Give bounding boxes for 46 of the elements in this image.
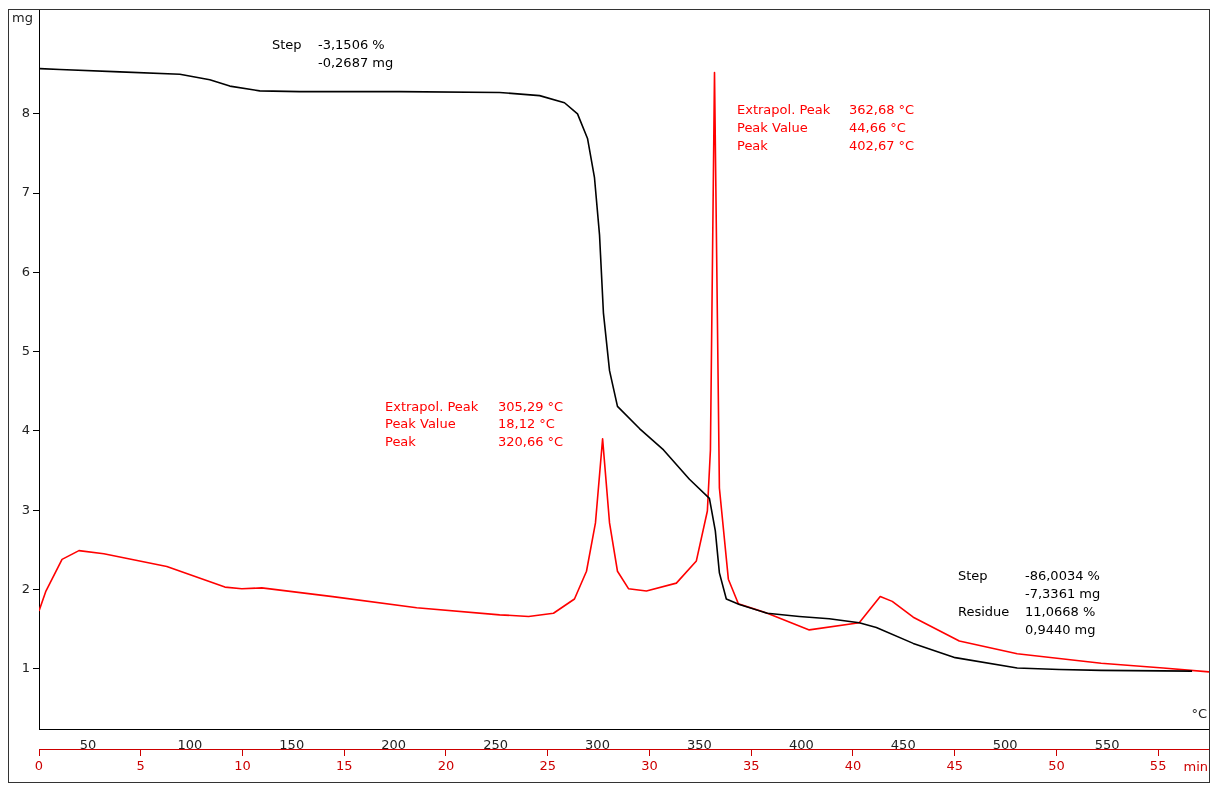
text: Extrapol. Peak 305,29 °C <box>385 399 564 415</box>
x2-axis-title: min <box>1183 759 1208 775</box>
x-tick-label: 450 <box>890 737 916 753</box>
y-axis-title: mg <box>12 10 33 26</box>
x2-tick-label: 5 <box>136 758 145 774</box>
x-tick-label: 200 <box>381 737 407 753</box>
x-tick-label: 100 <box>177 737 203 753</box>
x-tick-label: 350 <box>687 737 712 753</box>
text: Step -86,0034 % <box>958 568 1100 584</box>
x2-tick-label: 35 <box>742 758 760 774</box>
x-tick-label: 550 <box>1094 737 1120 753</box>
x-tick-label: 150 <box>279 737 305 753</box>
y-tick-label: 3 <box>21 501 30 517</box>
y-tick-label: 7 <box>21 184 30 200</box>
y-tick-label: 4 <box>21 422 30 438</box>
x2-tick-label: 20 <box>437 758 455 774</box>
x2-tick-label: 30 <box>641 758 658 774</box>
annotation: -0,2687 mg <box>318 55 394 71</box>
x2-tick-label: 55 <box>1149 758 1167 774</box>
y-tick-label: 6 <box>21 263 30 279</box>
y-tick-label: 5 <box>21 343 30 359</box>
text: Peak Value 44,66 °C <box>737 120 906 136</box>
x2-tick-label: 50 <box>1048 758 1065 774</box>
x-tick-label: 300 <box>585 737 610 753</box>
x2-tick-label: 25 <box>539 758 556 774</box>
x2-tick-label: 45 <box>946 758 963 774</box>
text: Step -3,1506 % <box>272 37 385 53</box>
x-tick-label: 400 <box>788 737 814 753</box>
text: Peak 320,66 °C <box>385 434 564 450</box>
x-tick-label: 250 <box>483 737 508 753</box>
x-tick-label: 500 <box>992 737 1018 753</box>
x2-tick-label: 10 <box>234 758 251 774</box>
text: Residue 11,0668 % <box>958 604 1096 620</box>
text: Extrapol. Peak 362,68 °C <box>737 102 915 118</box>
x2-tick-label: 15 <box>335 758 353 774</box>
y-tick-label: 2 <box>21 580 30 596</box>
x-tick-label: 50 <box>79 737 97 753</box>
y-tick-label: 1 <box>21 660 30 676</box>
x2-tick-label: 40 <box>844 758 862 774</box>
annotation: -7,3361 mg <box>1025 586 1101 602</box>
text: Peak 402,67 °C <box>737 138 915 154</box>
y-tick-label: 8 <box>21 105 30 121</box>
text: Peak Value 18,12 °C <box>385 416 555 432</box>
x-axis-title: °C <box>1191 706 1207 722</box>
x2-tick-label: 0 <box>34 758 44 774</box>
annotation: 0,9440 mg <box>1025 622 1096 638</box>
